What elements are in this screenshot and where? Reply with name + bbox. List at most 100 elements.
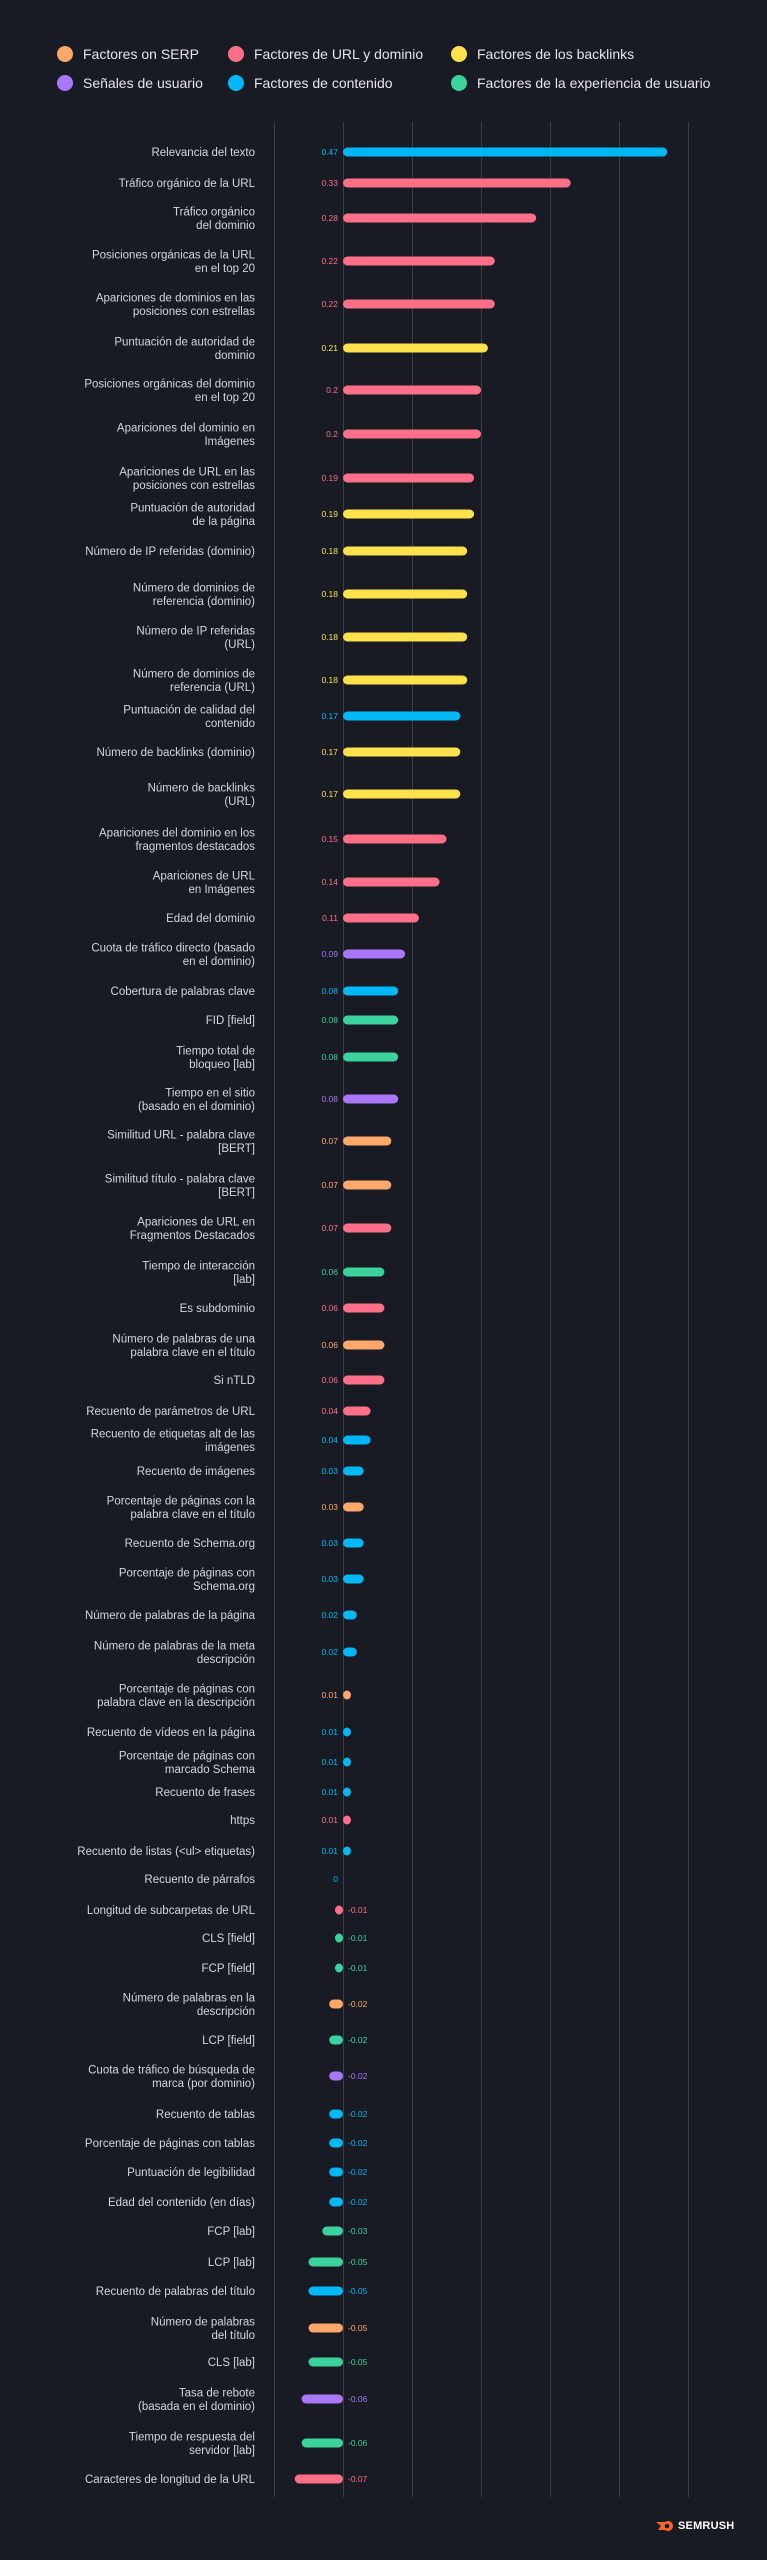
category-label: FCP [lab] — [207, 2226, 255, 2238]
bar — [343, 546, 468, 556]
category-label-line: (URL) — [224, 796, 255, 808]
category-label: Porcentaje de páginas con marcado Schema — [119, 1750, 256, 1776]
category-label-line: Recuento de parámetros de URL — [86, 1406, 255, 1418]
data-label: 0.22 — [321, 299, 338, 309]
category-label-line: Número de palabras — [151, 2316, 255, 2328]
category-label-line: [BERT] — [218, 1187, 255, 1199]
category-label-line: https — [230, 1815, 255, 1827]
data-label: -0.01 — [348, 1905, 368, 1915]
bar — [343, 1757, 351, 1767]
category-label-line: Similitud URL - palabra clave — [107, 1129, 255, 1141]
category-label: Recuento de imágenes — [137, 1466, 256, 1478]
data-label: -0.02 — [348, 2035, 368, 2045]
bar — [329, 2035, 343, 2045]
bar — [343, 913, 419, 923]
category-label: Tiempo en el sitio (basado en el dominio) — [138, 1087, 255, 1113]
category-label: Recuento de parámetros de URL — [86, 1406, 255, 1418]
category-label-line: Tráfico orgánico de la URL — [119, 178, 256, 190]
category-label: Porcentaje de páginas con palabra clave e… — [97, 1683, 255, 1709]
category-label-line: imágenes — [205, 1442, 255, 1454]
bar — [343, 1690, 351, 1700]
data-label: 0.19 — [321, 509, 338, 519]
category-label: Número de dominios de referencia (URL) — [133, 668, 255, 694]
category-label-line: Número de palabras de la página — [85, 1610, 256, 1622]
data-label: 0.17 — [321, 789, 338, 799]
data-label: 0.08 — [321, 986, 338, 996]
category-label: Longitud de subcarpetas de URL — [87, 1905, 256, 1917]
bar — [335, 1905, 343, 1915]
category-label: Posiciones orgánicas de la URL en el top … — [92, 249, 256, 275]
bar — [343, 632, 468, 642]
category-label: CLS [lab] — [208, 2357, 255, 2369]
legend-dot-icon — [57, 46, 73, 62]
data-label: -0.07 — [348, 2474, 368, 2484]
category-label: Recuento de palabras del título — [96, 2286, 255, 2298]
category-label-line: Puntuación de autoridad de — [114, 336, 255, 348]
category-label-line: Fragmentos Destacados — [130, 1230, 256, 1242]
category-label-line: Número de backlinks (dominio) — [96, 747, 255, 759]
category-label-line: Recuento de vídeos en la página — [87, 1727, 256, 1739]
category-label: Número de dominios de referencia (dominio… — [133, 582, 255, 608]
category-label: Número de palabras del título — [151, 2316, 255, 2342]
logo-text: SEMRUSH — [678, 2520, 735, 2532]
category-label-line: Posiciones orgánicas del dominio — [84, 378, 255, 390]
bar — [343, 1815, 351, 1825]
data-label: 0.09 — [321, 949, 338, 959]
data-label: 0.07 — [321, 1180, 338, 1190]
data-label: 0 — [333, 1874, 338, 1884]
category-label-line: posiciones con estrellas — [133, 306, 255, 318]
category-label-line: Porcentaje de páginas con — [119, 1567, 255, 1579]
data-label: 0.01 — [321, 1690, 338, 1700]
data-label: -0.02 — [348, 2138, 368, 2148]
category-label: Similitud URL - palabra clave [BERT] — [107, 1129, 255, 1155]
bar — [335, 1933, 343, 1943]
category-label-line: en el dominio) — [183, 956, 255, 968]
legend-item-content: Factores de contenido — [228, 75, 393, 91]
data-label: 0.15 — [321, 834, 338, 844]
bar — [343, 509, 475, 519]
bar — [343, 1375, 385, 1385]
category-label: Recuento de listas (<ul> etiquetas) — [77, 1846, 255, 1858]
category-label: Recuento de frases — [155, 1787, 255, 1799]
category-label: Apariciones del dominio en Imágenes — [117, 422, 255, 448]
data-label: 0.01 — [321, 1787, 338, 1797]
bar — [343, 1094, 399, 1104]
bar — [322, 2226, 343, 2236]
category-label: Porcentaje de páginas con Schema.org — [119, 1567, 255, 1593]
category-label-line: Recuento de tablas — [156, 2109, 255, 2121]
category-label-line: FCP [lab] — [207, 2226, 255, 2238]
category-label-line: Tiempo total de — [176, 1045, 255, 1057]
category-label-line: Cobertura de palabras clave — [111, 986, 255, 998]
category-label: FCP [field] — [202, 1963, 255, 1975]
category-label-line: Número de palabras de la meta — [94, 1640, 256, 1652]
data-label: -0.05 — [348, 2357, 368, 2367]
bar — [301, 2394, 343, 2404]
category-label-line: Longitud de subcarpetas de URL — [87, 1905, 256, 1917]
category-label: Edad del contenido (en días) — [108, 2197, 255, 2209]
category-label-line: Puntuación de calidad del — [123, 704, 255, 716]
bar — [343, 1647, 357, 1657]
category-label: Si nTLD — [213, 1375, 255, 1387]
category-label: Apariciones del dominio en los fragmentos… — [99, 827, 255, 853]
bar — [343, 949, 406, 959]
category-label: Puntuación de calidad del contenido — [123, 704, 255, 730]
category-label-line: Recuento de listas (<ul> etiquetas) — [77, 1846, 255, 1858]
bar — [294, 2474, 343, 2484]
category-label: CLS [field] — [202, 1933, 255, 1945]
legend-label: Factores on SERP — [83, 46, 199, 62]
category-label-line: Si nTLD — [213, 1375, 255, 1387]
bar — [343, 1846, 351, 1856]
category-label: Posiciones orgánicas del dominio en el to… — [84, 378, 255, 404]
bar — [343, 589, 468, 599]
category-label: LCP [field] — [202, 2035, 255, 2047]
data-label: 0.17 — [321, 711, 338, 721]
category-label-line: Relevancia del texto — [151, 147, 255, 159]
category-label: Apariciones de dominios en las posiciones… — [96, 292, 255, 318]
category-label: Número de backlinks (dominio) — [96, 747, 255, 759]
category-label: Caracteres de longitud de la URL — [85, 2474, 256, 2486]
category-label-line: servidor [lab] — [189, 2445, 255, 2457]
bar — [343, 1136, 392, 1146]
category-label-line: posiciones con estrellas — [133, 480, 255, 492]
category-label-line: descripción — [197, 1654, 255, 1666]
category-label-line: Imágenes — [204, 436, 255, 448]
